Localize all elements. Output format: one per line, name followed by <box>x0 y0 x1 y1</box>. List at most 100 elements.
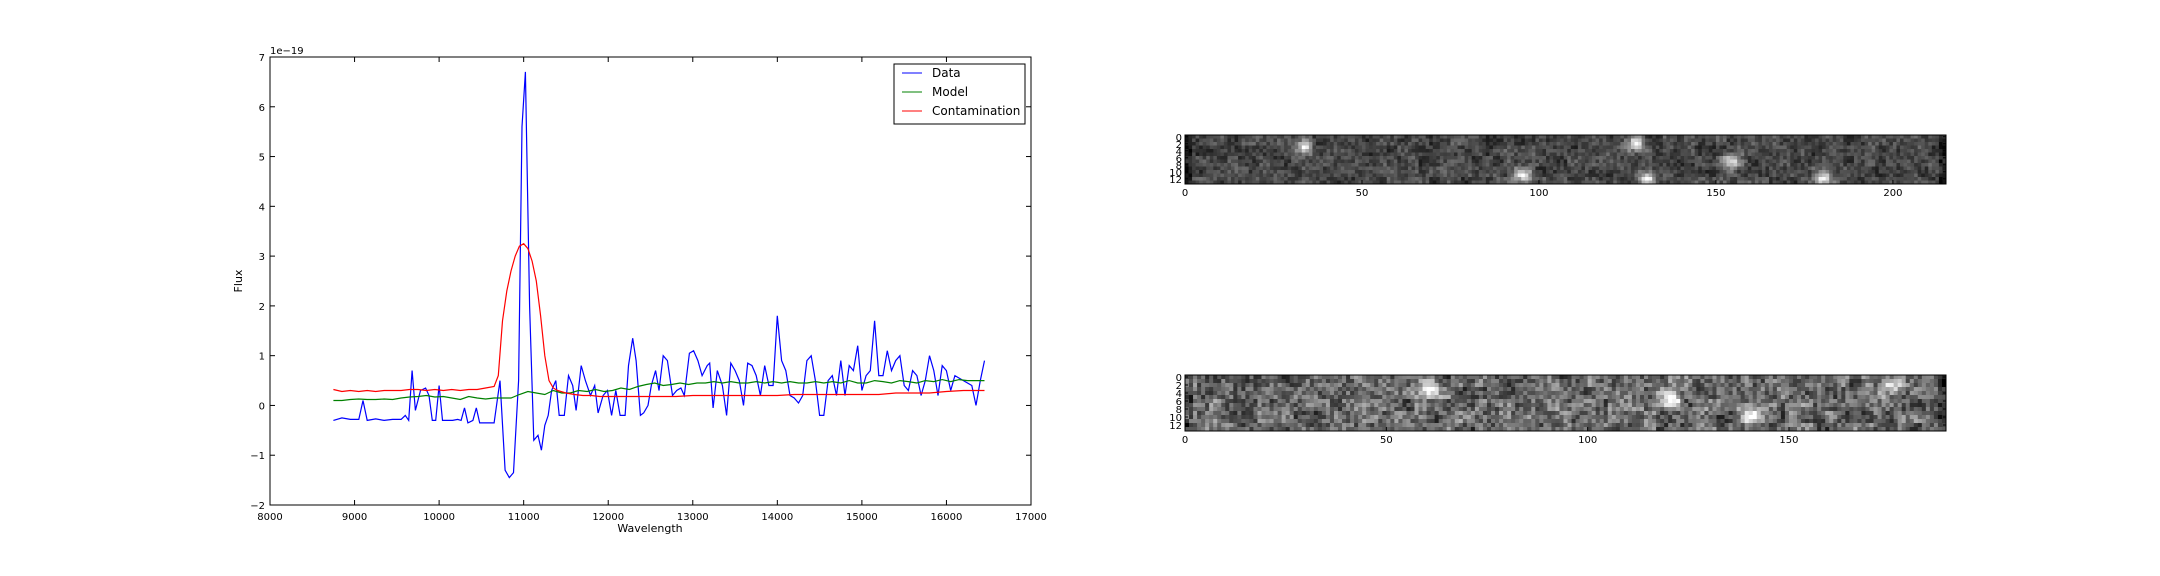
heatmap-cell <box>1684 387 1689 392</box>
heatmap-cell <box>1592 170 1596 174</box>
heatmap-cell <box>1231 156 1235 160</box>
heatmap-cell <box>1491 383 1496 388</box>
heatmap-cell <box>1285 399 1291 404</box>
heatmap-cell <box>1468 177 1473 181</box>
heatmap-cell <box>1415 156 1420 160</box>
heatmap-cell <box>1599 145 1604 150</box>
heatmap-cell <box>1692 383 1697 388</box>
heatmap-cell <box>1645 145 1650 150</box>
heatmap-cell <box>1921 138 1926 143</box>
heatmap-cell <box>1652 427 1657 432</box>
heatmap-cell <box>1471 173 1476 178</box>
heatmap-cell <box>1673 138 1678 143</box>
heatmap-cell <box>1338 423 1343 428</box>
heatmap-cell <box>1942 152 1947 157</box>
heatmap-cell <box>1641 142 1646 146</box>
heatmap-cell <box>1652 399 1657 404</box>
heatmap-cell <box>1382 375 1387 380</box>
heatmap-cell <box>1560 149 1565 153</box>
heatmap-cell <box>1277 159 1281 164</box>
heatmap-cell <box>1238 149 1243 153</box>
heatmap-cell <box>1556 149 1561 153</box>
heatmap-cell <box>1615 419 1621 424</box>
heatmap-cell <box>1390 407 1395 412</box>
heatmap-cell <box>1369 135 1373 139</box>
heatmap-cell <box>1676 427 1681 432</box>
heatmap-cell <box>1836 142 1841 146</box>
heatmap-cell <box>1524 145 1529 150</box>
heatmap-cell <box>1289 399 1295 404</box>
heatmap-cell <box>1730 159 1735 164</box>
heatmap-cell <box>1575 399 1580 404</box>
heatmap-cell <box>1374 427 1379 432</box>
heatmap-cell <box>1415 180 1420 185</box>
heatmap-cell <box>1202 173 1207 178</box>
heatmap-cell <box>1386 177 1391 181</box>
heatmap-cell <box>1308 138 1313 143</box>
heatmap-cell <box>1245 177 1250 181</box>
heatmap-cell <box>1374 407 1379 412</box>
heatmap-cell <box>1454 423 1460 428</box>
heatmap-cell <box>1418 383 1423 388</box>
heatmap-cell <box>1822 156 1827 160</box>
heatmap-cell <box>1245 379 1250 384</box>
heatmap-cell <box>1864 138 1869 143</box>
heatmap-cell <box>1199 163 1204 167</box>
heatmap-cell <box>1910 135 1915 139</box>
heatmap-cell <box>1434 395 1440 400</box>
heatmap-cell <box>1199 180 1204 185</box>
heatmap-cell <box>1616 166 1621 171</box>
heatmap-cell <box>1500 145 1504 150</box>
heatmap-cell <box>1662 173 1667 178</box>
heatmap-cell <box>1398 387 1403 392</box>
heatmap-cell <box>1619 427 1625 432</box>
heatmap-cell <box>1556 177 1561 181</box>
heatmap-cell <box>1571 407 1576 412</box>
heatmap-cell <box>1907 173 1912 178</box>
heatmap-cell <box>1461 163 1466 167</box>
heatmap-cell <box>1680 395 1685 400</box>
heatmap-cell <box>1511 415 1516 420</box>
heatmap-cell <box>1687 138 1692 143</box>
heatmap-cell <box>1438 391 1444 396</box>
heatmap-cell <box>1892 163 1897 167</box>
heatmap-cell <box>1475 138 1480 143</box>
heatmap-cell <box>1443 156 1448 160</box>
heatmap-cell <box>1461 152 1466 157</box>
heatmap-cell <box>1492 177 1497 181</box>
heatmap-cell <box>1701 142 1706 146</box>
heatmap-cell <box>1861 177 1865 181</box>
heatmap-cell <box>1326 170 1331 174</box>
heatmap-cell <box>1606 177 1611 181</box>
heatmap-cell <box>1347 163 1352 167</box>
heatmap-cell <box>1708 395 1713 400</box>
heatmap-cell <box>1579 427 1585 432</box>
heatmap-cell <box>1425 138 1430 143</box>
heatmap-cell <box>1815 177 1819 181</box>
heatmap-cell <box>1406 379 1411 384</box>
heatmap-cell <box>1515 403 1520 408</box>
heatmap-cell <box>1623 156 1628 160</box>
x-tick-label: 11000 <box>508 512 540 523</box>
heatmap-cell <box>1255 180 1260 185</box>
heatmap-cell <box>1407 145 1412 150</box>
heatmap-cell <box>1402 387 1407 392</box>
heatmap-cell <box>1701 177 1706 181</box>
heatmap-cell <box>1639 423 1645 428</box>
heatmap-cell <box>1570 180 1575 185</box>
heatmap-cell <box>1446 163 1451 167</box>
heatmap-cell <box>1216 149 1221 153</box>
heatmap-cell <box>1595 391 1601 396</box>
heatmap-cell <box>1811 138 1816 143</box>
heatmap-cell <box>1482 163 1487 167</box>
heatmap-cell <box>1896 166 1901 171</box>
heatmap-cell <box>1216 135 1221 139</box>
heatmap-cell <box>1227 180 1232 185</box>
heatmap-cell <box>1229 411 1234 416</box>
heatmap-cell <box>1257 415 1262 420</box>
heatmap-cell <box>1313 379 1319 384</box>
heatmap-cell <box>1765 152 1770 157</box>
heatmap-cell <box>1645 152 1650 157</box>
heatmap-cell <box>1609 138 1614 143</box>
heatmap-cell <box>1319 142 1324 146</box>
